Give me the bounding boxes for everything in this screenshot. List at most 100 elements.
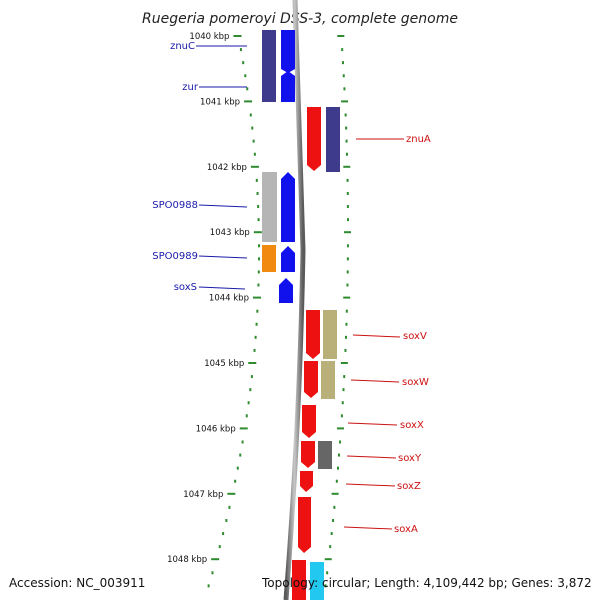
gene-soxX-arrow[interactable] — [302, 405, 316, 438]
tick-dot — [234, 479, 237, 483]
tick-dot — [249, 388, 252, 392]
gene-partial-red[interactable] — [292, 560, 306, 600]
kbp-tick-label: 1044 kbp — [209, 294, 249, 304]
tick-dot — [254, 335, 257, 339]
tick-dot — [257, 257, 260, 261]
gene-zur-arrow[interactable] — [281, 71, 295, 102]
tick-dot — [239, 453, 242, 457]
gene-soxS-arrow[interactable] — [279, 278, 293, 303]
tick-dot — [236, 466, 239, 470]
leader-soxV — [352, 334, 401, 338]
tick-dot — [253, 348, 256, 352]
gene-znuA-bar[interactable] — [326, 107, 340, 172]
tick-dot — [249, 113, 252, 117]
kbp-tick-mark — [239, 427, 248, 430]
gene-soxA-arrow[interactable] — [298, 497, 311, 553]
genome-backbone — [283, 0, 306, 600]
tick-dot — [337, 35, 345, 37]
tick-dot — [343, 87, 346, 91]
kbp-tick-label: 1043 kbp — [210, 228, 250, 238]
kbp-tick-mark — [233, 35, 242, 37]
tick-dots-right — [324, 35, 351, 588]
gene-SPO0989-bar[interactable] — [262, 245, 276, 272]
tick-dot — [345, 126, 348, 130]
tick-dot — [246, 87, 249, 91]
gene-znuC-bar[interactable] — [262, 30, 276, 102]
kbp-tick-mark — [211, 558, 220, 561]
gene-soxV-bar[interactable] — [323, 310, 337, 359]
leader-soxZ — [345, 483, 396, 487]
tick-dot — [242, 61, 245, 65]
label-soxX[interactable]: soxX — [400, 420, 424, 431]
tick-dot — [244, 74, 247, 78]
tick-dot — [324, 558, 332, 561]
tick-dot — [346, 283, 349, 287]
gene-soxV-arrow[interactable] — [306, 310, 320, 359]
gene-znuA-arrow[interactable] — [307, 107, 321, 171]
label-soxW[interactable]: soxW — [402, 377, 429, 388]
gene-soxZ-arrow[interactable] — [300, 471, 313, 492]
kbp-tick-mark — [252, 296, 261, 299]
tick-dot — [345, 152, 348, 156]
label-znuC[interactable]: znuC — [170, 41, 195, 52]
tick-dot — [346, 218, 349, 222]
tick-dot — [346, 191, 349, 195]
tick-dot — [341, 100, 349, 103]
topology-text: Topology: circular; Length: 4,109,442 bp… — [261, 576, 592, 590]
tick-dot — [343, 165, 351, 168]
leader-soxA — [343, 526, 393, 530]
gene-SPO0989-arrow[interactable] — [281, 246, 295, 272]
tick-dot — [336, 466, 339, 470]
tick-dot — [255, 178, 258, 182]
tick-dot — [343, 231, 351, 234]
tick-dot — [337, 427, 345, 430]
gene-SPO0988-arrow[interactable] — [281, 172, 295, 242]
leader-soxS — [198, 286, 246, 290]
tick-dot — [256, 191, 259, 195]
tick-dot — [342, 74, 345, 78]
tick-dot — [222, 532, 225, 536]
tick-dot — [256, 309, 259, 313]
gene-znuC-arrow[interactable] — [281, 30, 295, 73]
accession-text: Accession: NC_003911 — [9, 576, 145, 590]
tick-dot — [207, 584, 210, 588]
kbp-tick-label: 1042 kbp — [207, 163, 247, 173]
label-soxA[interactable]: soxA — [394, 524, 418, 535]
genome-title: Ruegeria pomeroyi DSS-3, complete genome — [142, 11, 458, 27]
tick-dot — [257, 244, 260, 248]
tick-dot — [247, 401, 250, 405]
gene-soxY-arrow[interactable] — [301, 441, 315, 468]
tick-dot — [344, 335, 347, 339]
label-znuA[interactable]: znuA — [406, 134, 431, 145]
tick-dot — [346, 257, 349, 261]
label-SPO0988[interactable]: SPO0988 — [152, 200, 198, 211]
tick-dot — [332, 518, 335, 522]
label-soxZ[interactable]: soxZ — [397, 481, 421, 492]
tick-dot — [343, 296, 351, 299]
label-soxS[interactable]: soxS — [174, 282, 197, 293]
label-zur[interactable]: zur — [182, 82, 199, 93]
tick-dot — [331, 492, 339, 495]
gene-soxW-arrow[interactable] — [304, 361, 318, 398]
tick-dot — [341, 61, 344, 65]
tick-dot — [335, 479, 338, 483]
tick-dot — [250, 375, 253, 379]
tick-dot — [257, 283, 260, 287]
tick-dot — [218, 545, 221, 549]
gene-partial-cyan[interactable] — [310, 562, 324, 600]
label-soxY[interactable]: soxY — [398, 453, 422, 464]
gene-SPO0988-bar[interactable] — [262, 172, 277, 242]
tick-dot — [345, 309, 348, 313]
tick-dot — [346, 205, 349, 209]
kbp-tick-label: 1047 kbp — [183, 490, 223, 500]
gene-soxW-bar[interactable] — [321, 361, 335, 399]
leader-SPO0989 — [198, 255, 248, 259]
tick-dot — [330, 532, 333, 536]
tick-dot — [225, 518, 228, 522]
kbp-tick-label: 1046 kbp — [196, 424, 236, 434]
label-soxV[interactable]: soxV — [403, 331, 427, 342]
kbp-tick-mark — [248, 362, 257, 364]
gene-soxY-bar[interactable] — [318, 441, 332, 469]
label-SPO0989[interactable]: SPO0989 — [152, 251, 198, 262]
